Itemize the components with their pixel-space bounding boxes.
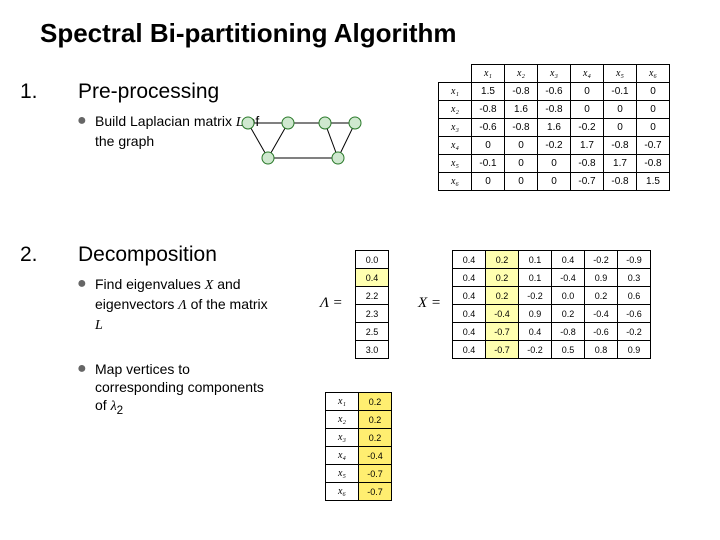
section2-number: 2. xyxy=(20,243,38,267)
X-label: X = xyxy=(418,295,441,312)
section1-head: Pre-processing xyxy=(78,80,219,104)
eigenvector-matrix: 0.40.20.10.4-0.2-0.90.40.20.1-0.40.90.30… xyxy=(452,250,651,359)
lambda-vector: 0.00.42.22.32.53.0 xyxy=(355,250,389,359)
section1-number: 1. xyxy=(20,80,38,104)
slide-title: Spectral Bi-partitioning Algorithm xyxy=(40,18,456,49)
section2-bullet2: ●Map vertices to corresponding component… xyxy=(95,360,275,418)
lambda2-components: x₁0.2x₂0.2x₃0.2x₄-0.4x₅-0.7x₆-0.7 xyxy=(325,392,392,501)
section2-head: Decomposition xyxy=(78,243,217,267)
lambda-label: Λ = xyxy=(320,295,343,312)
graph-diagram xyxy=(230,108,370,188)
section2-bullet1: ●Find eigenvalues X and eigenvectors Λ o… xyxy=(95,275,275,336)
laplacian-matrix: x₁x₂x₃x₄x₅x₆x₁1.5-0.8-0.60-0.10x₂-0.81.6… xyxy=(438,64,670,191)
